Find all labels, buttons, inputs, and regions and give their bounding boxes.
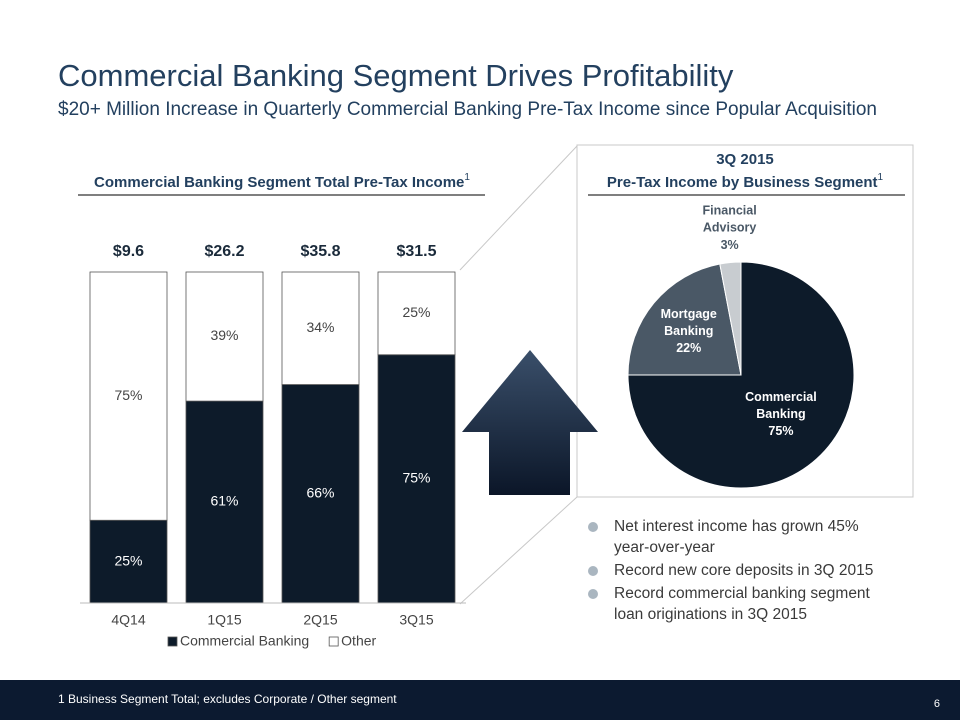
bullet: Net interest income has grown 45% year-o… (586, 516, 894, 558)
slice-label-line: Financial (703, 204, 757, 218)
legend-swatch (328, 636, 339, 647)
x-tick-label: 2Q15 (303, 612, 337, 628)
title-note: 1 (878, 172, 884, 183)
total-label: $35.8 (300, 243, 340, 260)
up-arrow (462, 350, 598, 495)
value-label: 25% (114, 552, 142, 568)
bar-segment (89, 271, 168, 521)
bullet: Record new core deposits in 3Q 2015 (586, 560, 894, 581)
slice-label-line: Banking (664, 324, 713, 338)
chart-subtitle: Pre-Tax Income by Business Segment1 (607, 172, 884, 191)
value-label: 25% (402, 304, 430, 320)
value-label: 34% (306, 319, 334, 335)
connector (459, 145, 578, 271)
legend-swatch (167, 636, 178, 647)
total-label: $9.6 (113, 243, 144, 260)
value-label: 39% (210, 327, 238, 343)
bar-segment (377, 354, 456, 604)
value-label: 66% (306, 484, 334, 500)
chart-subtitle-text: Pre-Tax Income by Business Segment (607, 174, 878, 191)
slice-value-label: 22% (676, 341, 701, 355)
legend-label: Commercial Banking (180, 633, 309, 649)
bar-segment (185, 271, 264, 402)
slice-label: Commercial Banking (745, 390, 817, 421)
bar-segment (281, 271, 360, 385)
title-note: 1 (464, 172, 470, 183)
chart-title: 3Q 2015 (716, 151, 774, 168)
value-label: 75% (114, 387, 142, 403)
pie-slice (627, 261, 855, 489)
slide-subtitle: $20+ Million Increase in Quarterly Comme… (58, 99, 877, 120)
bullet: Record commercial banking segment loan o… (586, 583, 894, 625)
chart-title-text: Commercial Banking Segment Total Pre-Tax… (94, 174, 464, 191)
footnote: 1 Business Segment Total; excludes Corpo… (58, 692, 397, 706)
x-tick-label: 1Q15 (207, 612, 241, 628)
bar-segment (377, 271, 456, 356)
pie-slice (627, 263, 742, 376)
pie-slice (719, 261, 742, 376)
pie-frame (576, 144, 914, 498)
value-label: 75% (402, 470, 430, 486)
total-label: $31.5 (396, 243, 436, 260)
footer-bar (0, 680, 960, 720)
slice-label: Financial Advisory (703, 204, 757, 235)
slice-label-line: Commercial (745, 390, 817, 404)
slice-label: Mortgage Banking (661, 307, 717, 338)
slice-label-line: Advisory (703, 221, 757, 235)
slide-title: Commercial Banking Segment Drives Profit… (58, 58, 734, 93)
chart-title: Commercial Banking Segment Total Pre-Tax… (94, 172, 470, 191)
slice-label-line: Banking (756, 407, 805, 421)
connector (459, 496, 578, 605)
bar-segment (281, 384, 360, 604)
bar-segment (185, 400, 264, 604)
page-number: 6 (934, 698, 940, 710)
value-label: 61% (210, 493, 238, 509)
total-label: $26.2 (204, 243, 244, 260)
slice-value-label: 75% (768, 424, 793, 438)
slice-value-label: 3% (721, 238, 739, 252)
bar-segment (89, 519, 168, 604)
slice-label-line: Mortgage (661, 307, 717, 321)
bullet-list: Net interest income has grown 45% year-o… (586, 516, 906, 627)
x-tick-label: 3Q15 (399, 612, 433, 628)
x-tick-label: 4Q14 (111, 612, 145, 628)
legend-label: Other (341, 633, 376, 649)
